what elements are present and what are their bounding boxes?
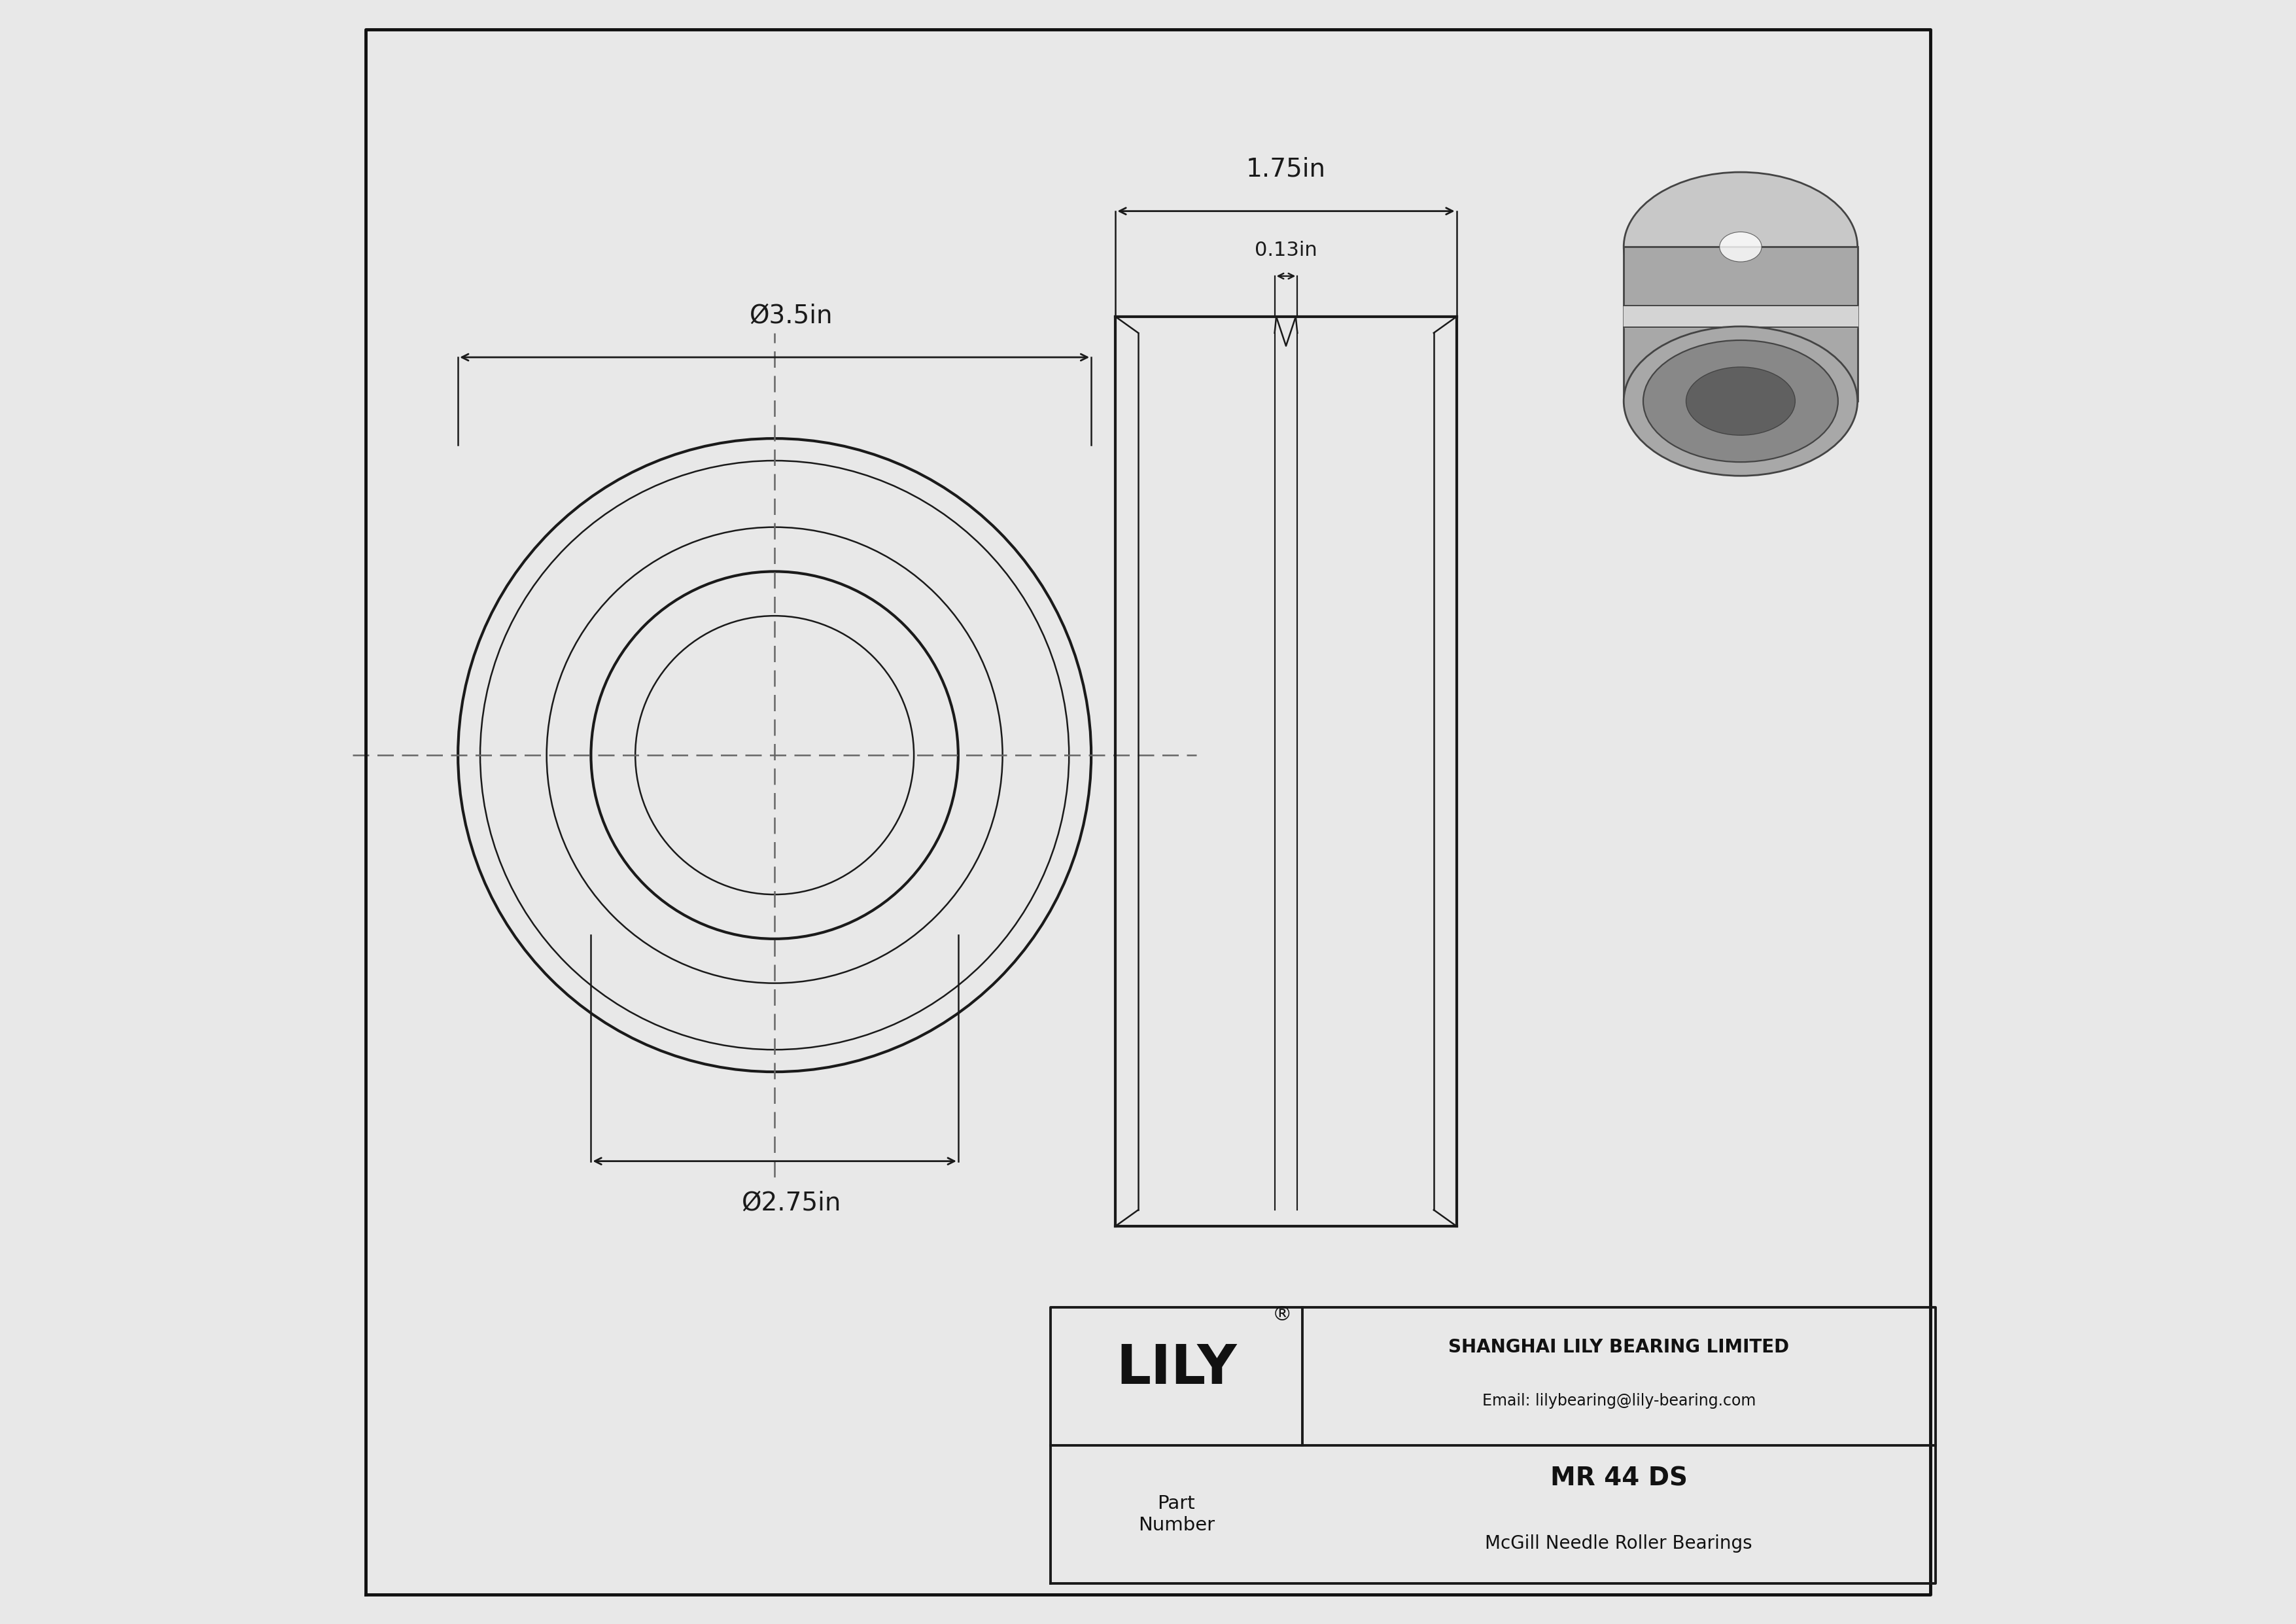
Text: McGill Needle Roller Bearings: McGill Needle Roller Bearings xyxy=(1486,1535,1752,1553)
Ellipse shape xyxy=(1720,232,1761,261)
Text: 0.13in: 0.13in xyxy=(1254,240,1318,260)
Text: MR 44 DS: MR 44 DS xyxy=(1550,1466,1688,1491)
Text: LILY: LILY xyxy=(1116,1341,1238,1395)
Ellipse shape xyxy=(1623,326,1857,476)
Text: Part
Number: Part Number xyxy=(1139,1494,1215,1535)
Text: ®: ® xyxy=(1272,1306,1293,1324)
Text: SHANGHAI LILY BEARING LIMITED: SHANGHAI LILY BEARING LIMITED xyxy=(1449,1338,1789,1356)
Text: 1.75in: 1.75in xyxy=(1247,158,1325,182)
Ellipse shape xyxy=(1644,339,1839,461)
Ellipse shape xyxy=(1623,172,1857,322)
Polygon shape xyxy=(1623,247,1857,401)
Text: Email: lilybearing@lily-bearing.com: Email: lilybearing@lily-bearing.com xyxy=(1481,1393,1756,1408)
Text: Ø2.75in: Ø2.75in xyxy=(742,1190,840,1215)
Ellipse shape xyxy=(1685,367,1795,435)
Text: Ø3.5in: Ø3.5in xyxy=(748,304,833,328)
